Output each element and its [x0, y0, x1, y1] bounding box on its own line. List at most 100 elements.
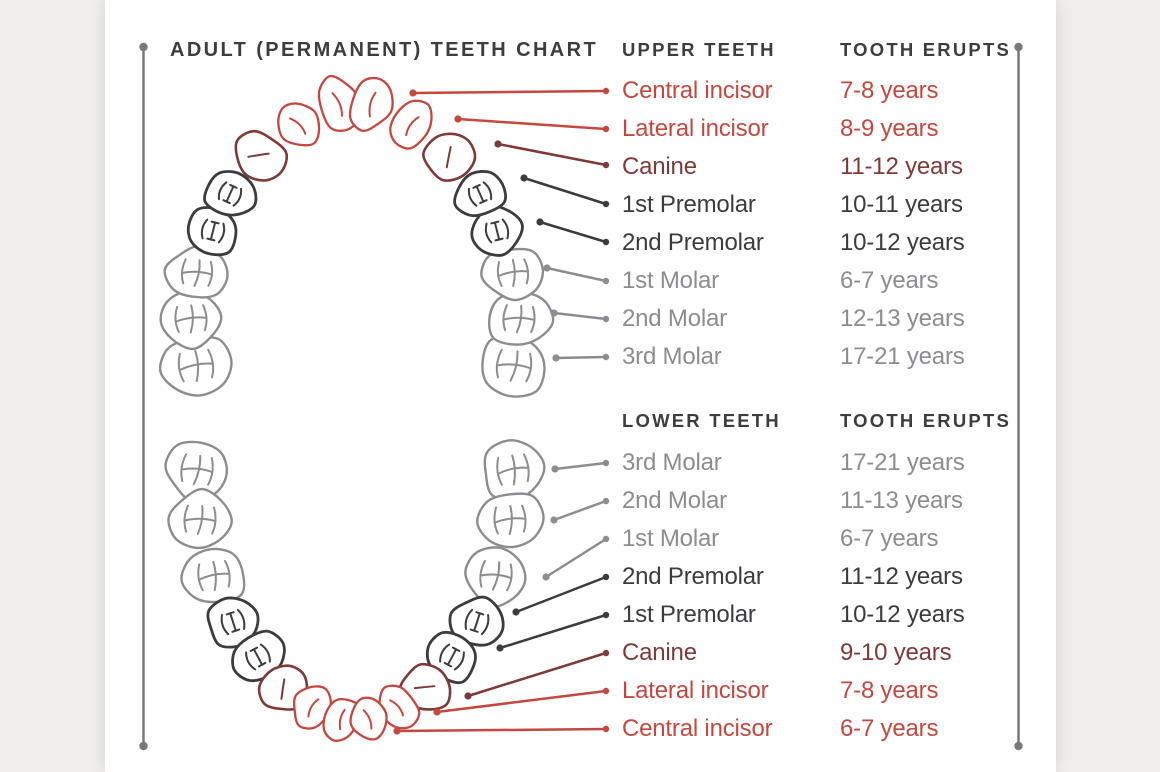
tooth-name: Central incisor: [622, 77, 773, 104]
tooth-eruption-age: 7-8 years: [840, 677, 939, 704]
upper-connector-line: [454, 115, 610, 133]
tooth-eruption-age: 11-12 years: [840, 563, 963, 590]
tooth-name: 1st Molar: [622, 525, 719, 552]
tooth-row: 2nd Molar 12-13 years: [0, 302, 1160, 336]
tooth-eruption-age: 6-7 years: [840, 525, 939, 552]
upper-arch-diagram: [158, 74, 555, 398]
upper-left-canine-tooth: [234, 129, 289, 182]
upper-right-premolar-tooth: [470, 204, 524, 257]
upper-connector-line: [543, 264, 610, 285]
tooth-row: 2nd Premolar 10-12 years: [0, 226, 1160, 260]
tooth-row: 2nd Premolar 11-12 years: [0, 560, 1160, 594]
tooth-eruption-age: 7-8 years: [840, 77, 939, 104]
upper-connector-line: [494, 140, 610, 169]
lower-left-molar-tooth: [167, 487, 233, 550]
tooth-eruption-age: 12-13 years: [840, 305, 965, 332]
upper-right-canine-tooth: [422, 132, 477, 182]
page-title: ADULT (PERMANENT) TEETH CHART: [170, 39, 599, 61]
tooth-row: Lateral incisor 8-9 years: [0, 112, 1160, 146]
lower-connectors: [393, 459, 610, 735]
tooth-row: Canine 9-10 years: [0, 636, 1160, 670]
lower-arch-diagram: [164, 439, 546, 742]
upper-connector-line: [550, 309, 610, 323]
tooth-row: Canine 11-12 years: [0, 150, 1160, 184]
tooth-name: 3rd Molar: [622, 449, 722, 476]
tooth-row: 1st Molar 6-7 years: [0, 522, 1160, 556]
lower-right-molar-tooth: [483, 439, 546, 501]
tooth-name: 1st Premolar: [622, 191, 756, 218]
tooth-name: 2nd Premolar: [622, 563, 764, 590]
upper-left-premolar-tooth: [186, 206, 238, 257]
tooth-name: 1st Molar: [622, 267, 719, 294]
upper-teeth-heading: UPPER TEETH: [622, 39, 776, 60]
upper-right-molar-tooth: [480, 247, 545, 302]
lower-connector-line: [393, 725, 610, 735]
tooth-name: Central incisor: [622, 715, 773, 742]
tooth-row: 1st Premolar 10-11 years: [0, 188, 1160, 222]
tooth-name: 2nd Molar: [622, 305, 727, 332]
tooth-name: 3rd Molar: [622, 343, 722, 370]
upper-left-premolar-tooth: [203, 170, 258, 217]
tooth-name: Canine: [622, 639, 697, 666]
lower-right-premolar-tooth: [448, 595, 505, 647]
lower-teeth-heading: LOWER TEETH: [622, 410, 781, 431]
tooth-name: Canine: [622, 153, 697, 180]
tooth-name: 1st Premolar: [622, 601, 756, 628]
tooth-row: 3rd Molar 17-21 years: [0, 340, 1160, 374]
upper-right-incisor-tooth: [389, 99, 433, 150]
lower-connector-line: [433, 687, 610, 716]
tooth-eruption-age: 17-21 years: [840, 449, 965, 476]
tooth-name: Lateral incisor: [622, 115, 769, 142]
tooth-row: Central incisor 7-8 years: [0, 74, 1160, 108]
lower-right-incisor-tooth: [378, 684, 421, 730]
lower-tooth-erupts-heading: TOOTH ERUPTS: [840, 410, 1011, 431]
tooth-row: 1st Premolar 10-12 years: [0, 598, 1160, 632]
lower-connector-line: [551, 459, 610, 473]
upper-connector-line: [520, 174, 610, 208]
upper-left-molar-tooth: [158, 336, 233, 397]
tooth-eruption-age: 6-7 years: [840, 267, 939, 294]
tooth-row: Lateral incisor 7-8 years: [0, 674, 1160, 708]
tooth-eruption-age: 10-12 years: [840, 601, 965, 628]
upper-connector-line: [536, 218, 610, 246]
upper-left-molar-tooth: [163, 244, 229, 299]
upper-right-molar-tooth: [487, 290, 555, 346]
upper-connector-line: [552, 353, 610, 362]
upper-left-incisor-tooth: [277, 102, 321, 147]
tooth-eruption-age: 11-13 years: [840, 487, 963, 514]
lower-right-molar-tooth: [464, 546, 527, 609]
tooth-eruption-age: 6-7 years: [840, 715, 939, 742]
tooth-row: 2nd Molar 11-13 years: [0, 484, 1160, 518]
tooth-name: 2nd Molar: [622, 487, 727, 514]
tooth-eruption-age: 10-11 years: [840, 191, 963, 218]
tooth-row: 1st Molar 6-7 years: [0, 264, 1160, 298]
upper-right-molar-tooth: [481, 334, 546, 398]
lower-right-molar-tooth: [476, 492, 545, 549]
upper-left-molar-tooth: [159, 289, 223, 351]
frame-pin-line: [1014, 42, 1023, 751]
upper-connectors: [409, 87, 610, 362]
tooth-eruption-age: 8-9 years: [840, 115, 939, 142]
tooth-row: Central incisor 6-7 years: [0, 712, 1160, 746]
lower-left-premolar-tooth: [206, 596, 260, 649]
upper-right-incisor-tooth: [348, 76, 394, 132]
tooth-eruption-age: 10-12 years: [840, 229, 965, 256]
tooth-eruption-age: 17-21 years: [840, 343, 965, 370]
tooth-eruption-age: 9-10 years: [840, 639, 952, 666]
lower-connector-line: [512, 573, 610, 616]
tooth-name: 2nd Premolar: [622, 229, 764, 256]
frame-pin-line: [139, 42, 148, 751]
tooth-name: Lateral incisor: [622, 677, 769, 704]
tooth-eruption-age: 11-12 years: [840, 153, 963, 180]
lower-connector-line: [542, 535, 610, 581]
lower-connector-line: [496, 611, 610, 652]
lower-connector-line: [464, 649, 610, 700]
tooth-row: 3rd Molar 17-21 years: [0, 446, 1160, 480]
upper-tooth-erupts-heading: TOOTH ERUPTS: [840, 39, 1011, 60]
lower-connector-line: [550, 497, 610, 524]
upper-connector-line: [409, 87, 610, 97]
upper-right-premolar-tooth: [453, 170, 507, 218]
lower-right-incisor-tooth: [349, 696, 388, 741]
